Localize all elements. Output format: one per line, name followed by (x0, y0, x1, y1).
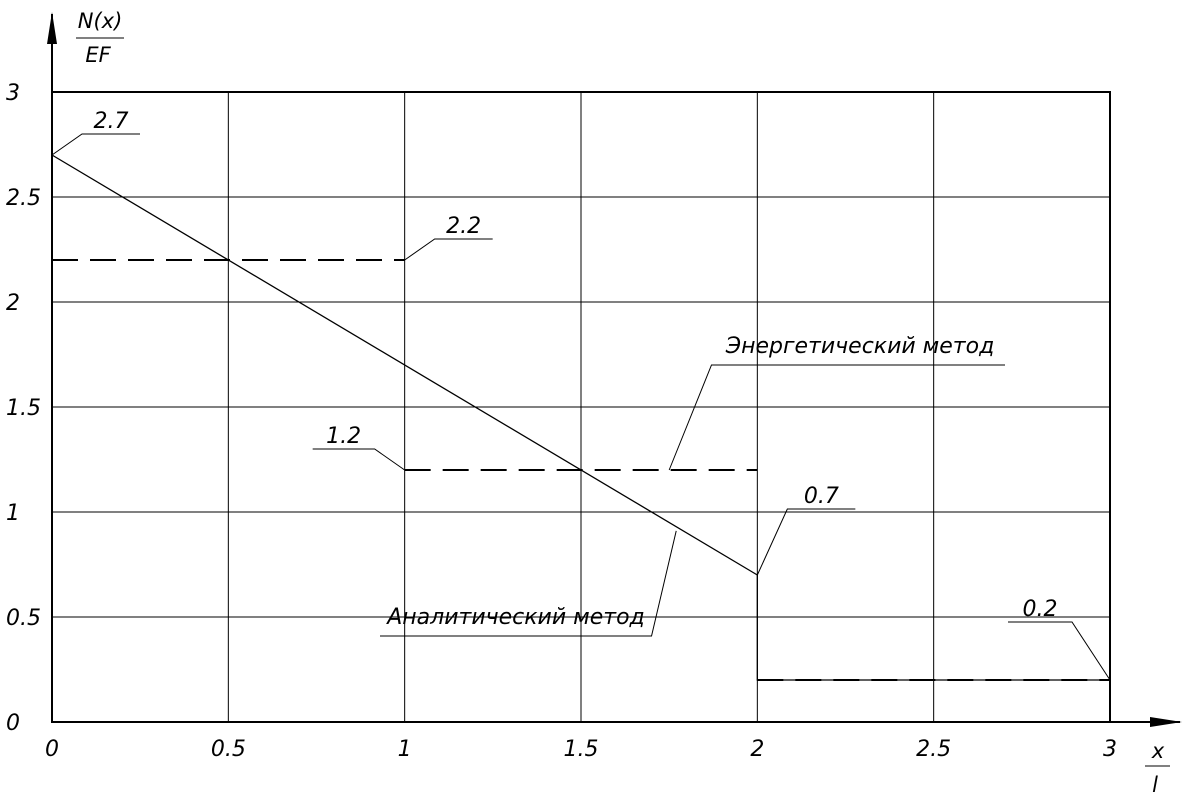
tick-labels: 0 0.5 1 1.5 2 2.5 3 0 0.5 1 1.5 2 2.5 3 (6, 81, 1117, 762)
y-tick-label-2: 2 (6, 291, 20, 316)
value-label-0: 2.7 (94, 109, 129, 134)
value-labels: 2.7 2.2 1.2 0.7 0.2 (51, 109, 1111, 681)
series-callouts: Энергетический метод Аналитический метод (380, 334, 1005, 637)
y-tick-label-3: 3 (6, 81, 20, 106)
series-layer (51, 154, 1110, 681)
axis-titles: N(x) EF xl (76, 9, 1170, 797)
value-label-2: 1.2 (326, 424, 361, 449)
callout-leader-energetic (668, 364, 1005, 471)
value-label-leader-1 (404, 238, 493, 261)
axes (47, 12, 1182, 727)
value-label-leader-3 (756, 508, 856, 576)
value-label-4: 0.2 (1023, 597, 1058, 622)
y-tick-label-1: 1 (6, 501, 20, 526)
value-label-leader-4 (1008, 621, 1111, 681)
y-tick-label-2.5: 2.5 (6, 186, 41, 211)
callout-energetic-label: Энергетический метод (725, 334, 995, 359)
x-axis-title-denominator: l (1152, 773, 1158, 797)
callout-analytic-label: Аналитический метод (385, 605, 645, 630)
value-label-leader-2 (312, 448, 405, 471)
value-label-3: 0.7 (804, 484, 839, 509)
x-tick-label-2: 2 (750, 737, 764, 762)
y-tick-label-0: 0 (6, 711, 20, 736)
x-axis-arrow-icon (1150, 717, 1182, 727)
x-tick-label-3: 3 (1103, 737, 1117, 762)
value-label-leader-0 (51, 133, 140, 156)
x-tick-label-2.5: 2.5 (916, 737, 951, 762)
y-axis-title-numerator: N(x) (78, 9, 123, 33)
x-tick-label-0.5: 0.5 (211, 737, 246, 762)
x-tick-label-1.5: 1.5 (564, 737, 599, 762)
value-label-1: 2.2 (446, 214, 481, 239)
x-tick-label-0: 0 (45, 737, 59, 762)
y-tick-label-0.5: 0.5 (6, 606, 41, 631)
callout-leader-analytic (380, 530, 677, 637)
y-axis-arrow-icon (47, 12, 57, 44)
x-axis-title-numerator: x (1151, 739, 1165, 763)
y-axis-title-denominator: EF (85, 43, 111, 67)
x-tick-label-1: 1 (398, 737, 412, 762)
series-0-segment-0 (51, 154, 758, 576)
y-tick-label-1.5: 1.5 (6, 396, 41, 421)
